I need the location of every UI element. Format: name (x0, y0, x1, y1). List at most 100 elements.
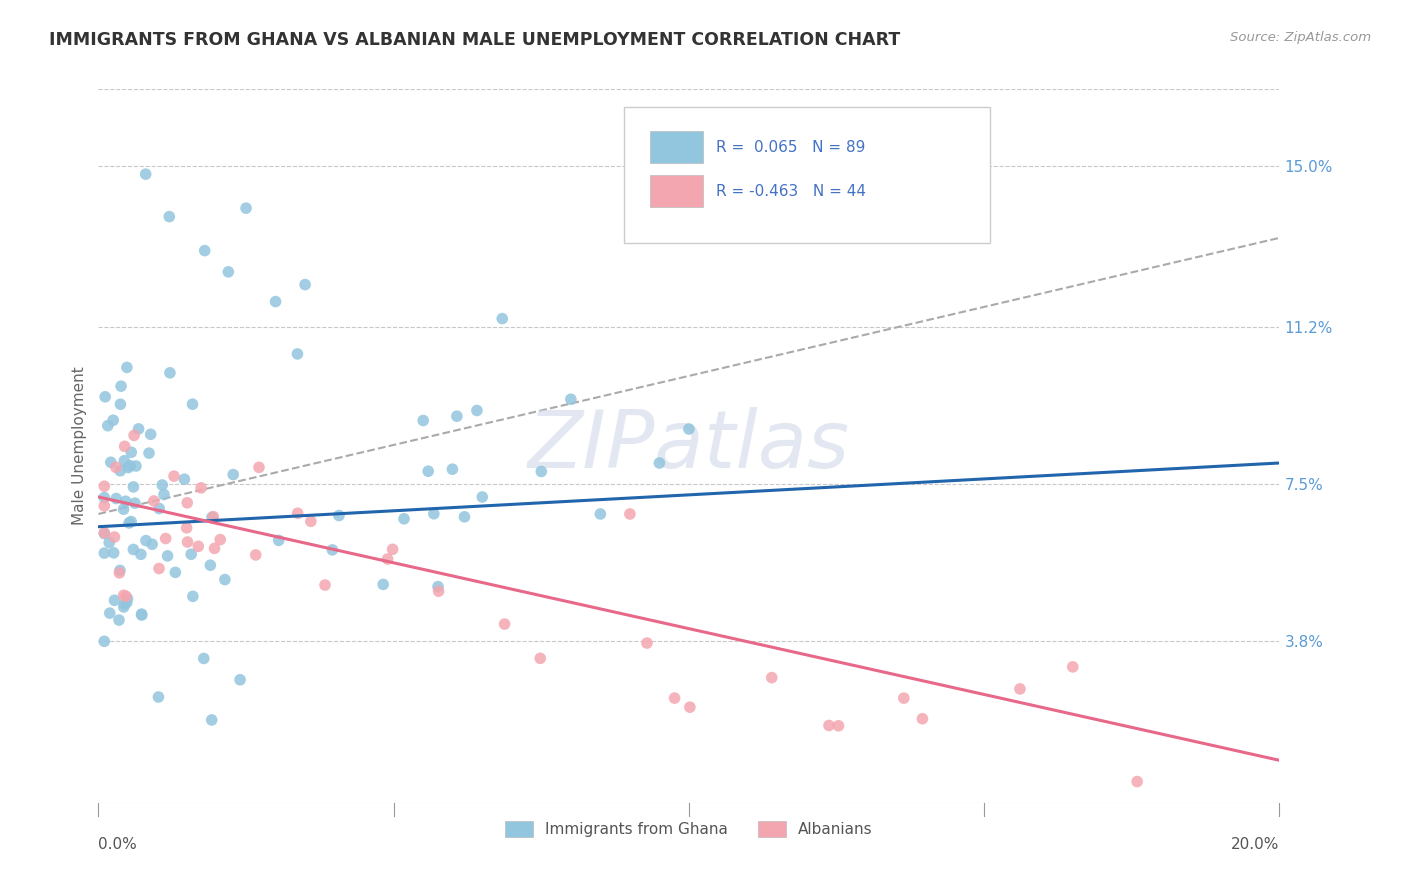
Point (93, 479, 115, 493)
FancyBboxPatch shape (650, 175, 703, 207)
Point (148, 561, 170, 575)
Point (128, 422, 150, 436)
Point (446, 409, 468, 424)
Point (150, 478, 173, 492)
Point (193, 651, 215, 665)
Point (377, 552, 399, 566)
Point (453, 509, 475, 524)
Point (115, 595, 138, 609)
Point (139, 427, 162, 442)
Point (114, 439, 136, 453)
Point (112, 502, 135, 516)
Point (176, 521, 198, 535)
FancyBboxPatch shape (624, 107, 990, 243)
Point (129, 547, 152, 561)
Point (202, 509, 225, 524)
Point (636, 636, 658, 650)
Point (148, 501, 170, 516)
Point (141, 537, 163, 551)
Point (229, 673, 252, 687)
Point (157, 210, 180, 224)
Point (314, 578, 336, 592)
Point (619, 507, 641, 521)
Point (911, 712, 934, 726)
Point (427, 580, 450, 594)
Point (827, 719, 849, 733)
Point (648, 456, 671, 470)
Text: IMMIGRANTS FROM GHANA VS ALBANIAN MALE UNEMPLOYMENT CORRELATION CHART: IMMIGRANTS FROM GHANA VS ALBANIAN MALE U… (49, 31, 900, 49)
Point (120, 445, 142, 459)
Point (217, 265, 239, 279)
Point (93, 546, 115, 560)
Point (321, 542, 343, 557)
Point (142, 494, 165, 508)
Point (222, 467, 245, 482)
Point (100, 455, 122, 469)
Point (93, 525, 115, 540)
Point (181, 590, 204, 604)
Y-axis label: Male Unemployment: Male Unemployment (72, 367, 87, 525)
Point (264, 294, 287, 309)
Point (112, 454, 135, 468)
Point (187, 539, 209, 553)
Point (441, 462, 464, 476)
Point (163, 469, 186, 483)
Point (176, 535, 198, 549)
Point (98, 535, 121, 549)
Point (679, 700, 702, 714)
Point (148, 690, 170, 704)
Point (153, 487, 176, 501)
Point (93, 634, 115, 648)
Point (135, 533, 157, 548)
Point (103, 530, 125, 544)
Point (117, 460, 139, 475)
Text: R = -0.463   N = 44: R = -0.463 N = 44 (716, 184, 866, 199)
Point (181, 397, 204, 411)
Point (155, 532, 177, 546)
Point (165, 566, 187, 580)
Point (194, 244, 217, 258)
Point (97, 418, 120, 433)
Point (131, 607, 153, 621)
Point (818, 718, 841, 732)
Point (180, 547, 202, 561)
Point (412, 413, 434, 427)
Point (214, 573, 236, 587)
Point (471, 490, 494, 504)
Point (267, 533, 290, 548)
Point (105, 491, 128, 506)
Point (118, 516, 141, 530)
Point (245, 548, 267, 562)
Point (328, 508, 350, 523)
Point (299, 514, 322, 528)
Text: 20.0%: 20.0% (1232, 837, 1279, 852)
Text: 0.0%: 0.0% (98, 837, 138, 852)
Point (491, 311, 513, 326)
Point (529, 651, 551, 665)
Point (120, 458, 142, 473)
Point (209, 533, 232, 547)
Point (93, 491, 115, 505)
Point (173, 472, 195, 486)
Point (125, 458, 148, 473)
Point (110, 379, 132, 393)
Point (120, 515, 142, 529)
Point (589, 507, 612, 521)
Point (124, 496, 146, 510)
Point (204, 541, 226, 556)
Point (427, 584, 450, 599)
Point (122, 542, 145, 557)
Point (893, 691, 915, 706)
Point (114, 597, 136, 611)
Point (135, 167, 157, 181)
Point (418, 464, 440, 478)
Point (392, 512, 415, 526)
Point (103, 546, 125, 560)
Point (247, 460, 270, 475)
Point (112, 588, 135, 602)
Point (176, 496, 198, 510)
Point (110, 464, 132, 478)
Point (122, 428, 145, 442)
Legend: Immigrants from Ghana, Albanians: Immigrants from Ghana, Albanians (498, 814, 880, 845)
Point (115, 360, 138, 375)
